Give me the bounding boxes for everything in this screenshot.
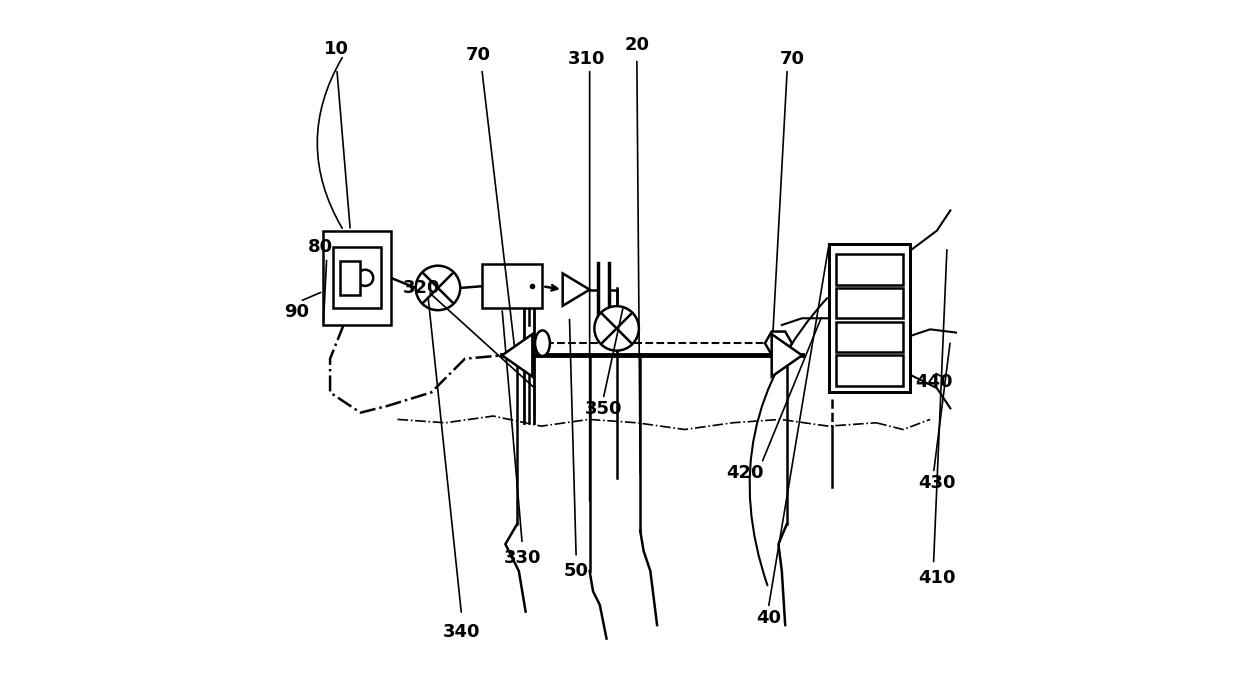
Text: 70: 70: [466, 46, 491, 64]
Bar: [340, 261, 361, 294]
Polygon shape: [563, 274, 590, 306]
Text: 440: 440: [915, 373, 952, 391]
Bar: [836, 355, 903, 386]
Text: 350: 350: [584, 400, 622, 418]
Text: 340: 340: [443, 623, 480, 641]
Text: 80: 80: [308, 238, 332, 257]
Text: 310: 310: [568, 49, 605, 68]
Bar: [324, 231, 391, 325]
Text: 20: 20: [625, 36, 650, 54]
Circle shape: [357, 269, 373, 286]
Circle shape: [415, 265, 460, 310]
Text: 10: 10: [325, 39, 350, 58]
Text: 50: 50: [564, 562, 589, 580]
Bar: [836, 322, 903, 352]
Bar: [334, 248, 381, 308]
Polygon shape: [502, 334, 532, 376]
Text: 90: 90: [284, 303, 309, 320]
Bar: [482, 264, 542, 308]
Text: 70: 70: [780, 49, 805, 68]
Polygon shape: [771, 334, 802, 376]
Polygon shape: [765, 332, 792, 355]
Bar: [836, 255, 903, 284]
Text: 320: 320: [402, 279, 440, 297]
Text: 410: 410: [918, 569, 956, 587]
Text: 40: 40: [756, 609, 781, 628]
Circle shape: [594, 306, 639, 351]
Text: 330: 330: [503, 548, 541, 567]
Ellipse shape: [534, 330, 549, 356]
Text: 430: 430: [918, 475, 956, 492]
Text: 420: 420: [725, 464, 764, 482]
Bar: [830, 244, 910, 393]
Bar: [836, 288, 903, 318]
